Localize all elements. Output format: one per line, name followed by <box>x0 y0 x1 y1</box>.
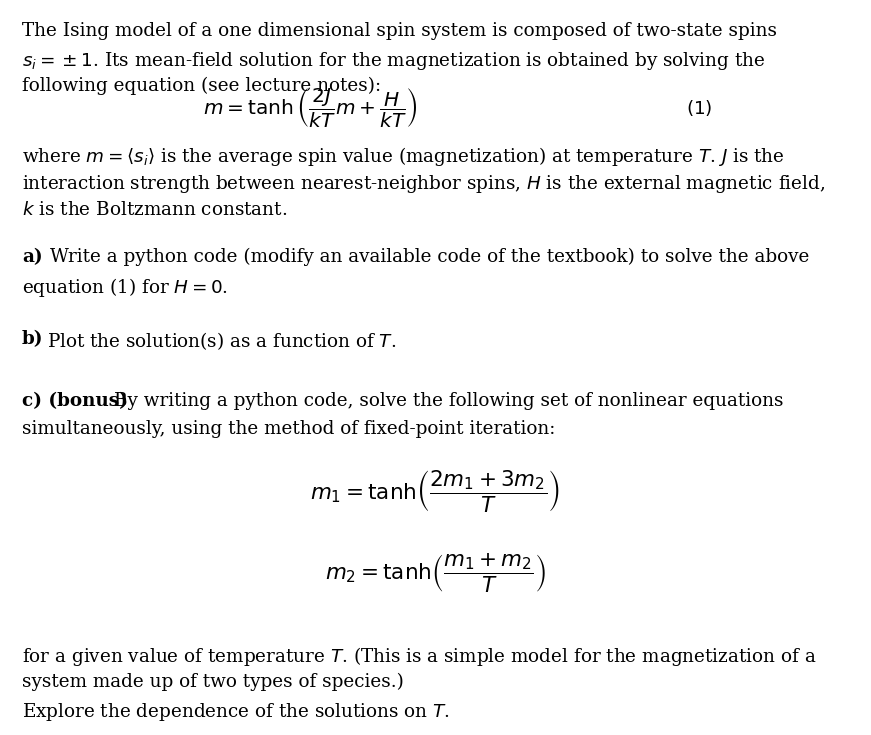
Text: By writing a python code, solve the following set of nonlinear equations: By writing a python code, solve the foll… <box>114 392 784 410</box>
Text: Plot the solution(s) as a function of $T$.: Plot the solution(s) as a function of $T… <box>47 330 396 352</box>
Text: The Ising model of a one dimensional spin system is composed of two-state spins: The Ising model of a one dimensional spi… <box>22 22 777 40</box>
Text: $m_2 = \tanh\!\left(\dfrac{m_1 + m_2}{T}\right)$: $m_2 = \tanh\!\left(\dfrac{m_1 + m_2}{T}… <box>325 551 546 595</box>
Text: Write a python code (modify an available code of the textbook) to solve the abov: Write a python code (modify an available… <box>50 248 809 266</box>
Text: c) (bonus): c) (bonus) <box>22 392 128 410</box>
Text: $s_i = \pm 1$. Its mean-field solution for the magnetization is obtained by solv: $s_i = \pm 1$. Its mean-field solution f… <box>22 50 766 71</box>
Text: b): b) <box>22 330 44 348</box>
Text: where $m = \langle s_i \rangle$ is the average spin value (magnetization) at tem: where $m = \langle s_i \rangle$ is the a… <box>22 145 785 168</box>
Text: equation (1) for $H = 0$.: equation (1) for $H = 0$. <box>22 276 228 299</box>
Text: $(1)$: $(1)$ <box>686 98 712 118</box>
Text: Explore the dependence of the solutions on $T$.: Explore the dependence of the solutions … <box>22 701 449 723</box>
Text: system made up of two types of species.): system made up of two types of species.) <box>22 673 404 692</box>
Text: simultaneously, using the method of fixed-point iteration:: simultaneously, using the method of fixe… <box>22 420 556 438</box>
Text: $k$ is the Boltzmann constant.: $k$ is the Boltzmann constant. <box>22 201 287 220</box>
Text: $m = \tanh\left(\dfrac{2J}{kT}m + \dfrac{H}{kT}\right)$: $m = \tanh\left(\dfrac{2J}{kT}m + \dfrac… <box>203 86 417 129</box>
Text: $m_1 = \tanh\!\left(\dfrac{2m_1 + 3m_2}{T}\right)$: $m_1 = \tanh\!\left(\dfrac{2m_1 + 3m_2}{… <box>310 469 561 515</box>
Text: a): a) <box>22 248 43 266</box>
Text: following equation (see lecture notes):: following equation (see lecture notes): <box>22 77 381 96</box>
Text: interaction strength between nearest-neighbor spins, $H$ is the external magneti: interaction strength between nearest-nei… <box>22 173 825 196</box>
Text: for a given value of temperature $T$. (This is a simple model for the magnetizat: for a given value of temperature $T$. (T… <box>22 645 816 668</box>
